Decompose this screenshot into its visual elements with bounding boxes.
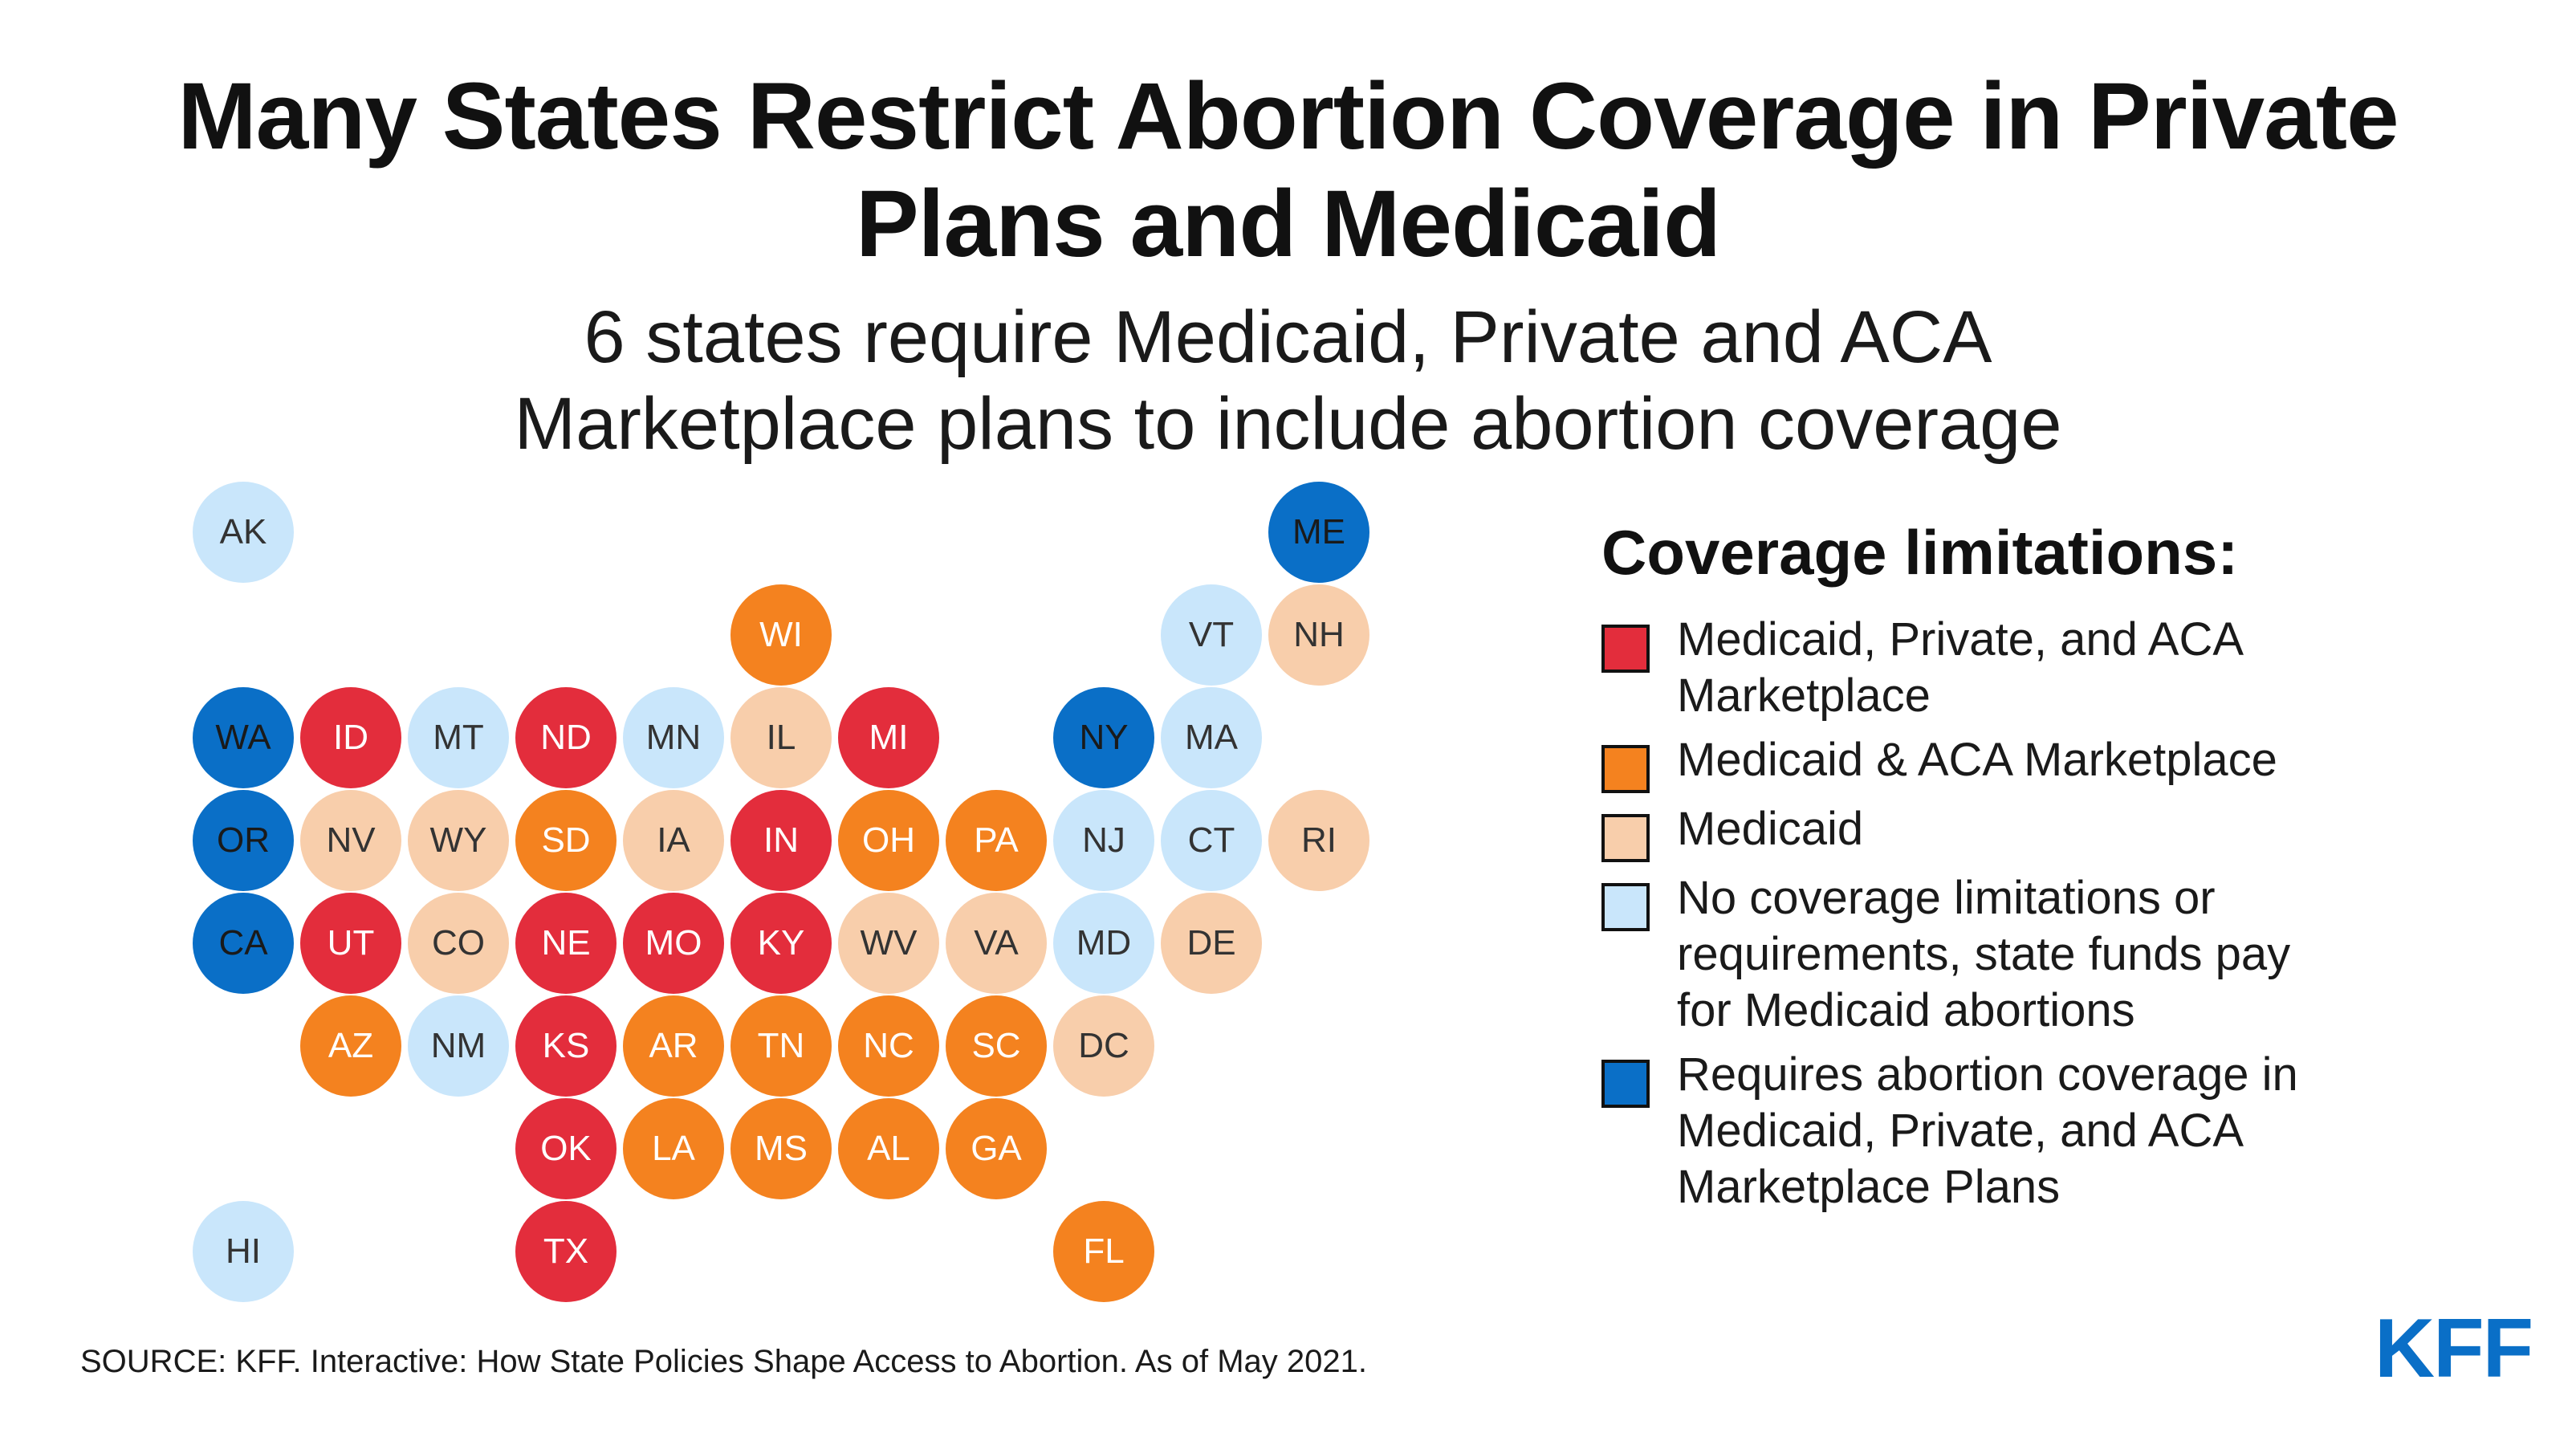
page-title: Many States Restrict Abortion Coverage i…: [0, 63, 2576, 278]
state-tile-ny: NY: [1053, 687, 1154, 788]
state-tile-sc: SC: [946, 995, 1047, 1097]
state-tile-ut: UT: [300, 893, 401, 994]
legend-label-blue: Requires abortion coverage in Medicaid, P…: [1677, 1047, 2298, 1215]
subtitle: 6 states require Medicaid, Private and A…: [0, 294, 2576, 467]
state-tile-la: LA: [623, 1098, 724, 1199]
legend-label-line: requirements, state funds pay: [1677, 928, 2291, 980]
state-tile-ga: GA: [946, 1098, 1047, 1199]
legend-label-line: No coverage limitations or: [1677, 872, 2216, 924]
state-tile-az: AZ: [300, 995, 401, 1097]
legend-label-line: Marketplace Plans: [1677, 1161, 2061, 1213]
state-tile-nc: NC: [838, 995, 939, 1097]
state-tile-md: MD: [1053, 893, 1154, 994]
legend-label-line: Medicaid, Private, and ACA: [1677, 1105, 2244, 1157]
title-line-2: Plans and Medicaid: [855, 171, 1721, 277]
state-tile-ms: MS: [730, 1098, 832, 1199]
state-tile-nd: ND: [515, 687, 617, 788]
state-tile-ri: RI: [1268, 790, 1369, 891]
legend-item-lightblue: No coverage limitations or requirements, …: [1601, 870, 2484, 1039]
legend-item-blue: Requires abortion coverage in Medicaid, P…: [1601, 1047, 2484, 1215]
legend-label-line: Medicaid, Private, and ACA: [1677, 613, 2244, 666]
legend-swatch-orange: [1601, 745, 1650, 793]
state-tile-ia: IA: [623, 790, 724, 891]
state-tile-ca: CA: [193, 893, 294, 994]
state-tile-ne: NE: [515, 893, 617, 994]
state-tile-ct: CT: [1161, 790, 1262, 891]
state-tile-al: AL: [838, 1098, 939, 1199]
legend-label-line: for Medicaid abortions: [1677, 984, 2135, 1036]
state-tile-nj: NJ: [1053, 790, 1154, 891]
state-tile-ky: KY: [730, 893, 832, 994]
state-tile-mt: MT: [408, 687, 509, 788]
state-tile-or: OR: [193, 790, 294, 891]
state-tile-in: IN: [730, 790, 832, 891]
state-tile-ak: AK: [193, 482, 294, 583]
state-tile-wv: WV: [838, 893, 939, 994]
legend-items: Medicaid, Private, and ACA Marketplace Med…: [1601, 612, 2484, 1215]
legend-swatch-lightblue: [1601, 883, 1650, 931]
legend-label-orange: Medicaid & ACA Marketplace: [1677, 732, 2277, 788]
state-tile-co: CO: [408, 893, 509, 994]
state-tile-ks: KS: [515, 995, 617, 1097]
legend-label-line: Marketplace: [1677, 670, 1931, 722]
legend-item-orange: Medicaid & ACA Marketplace: [1601, 732, 2484, 793]
state-tile-wi: WI: [730, 584, 832, 686]
state-tile-ok: OK: [515, 1098, 617, 1199]
legend-swatch-blue: [1601, 1060, 1650, 1108]
state-tile-hi: HI: [193, 1201, 294, 1302]
legend-item-red: Medicaid, Private, and ACA Marketplace: [1601, 612, 2484, 724]
state-tile-va: VA: [946, 893, 1047, 994]
state-tile-ar: AR: [623, 995, 724, 1097]
state-tile-wy: WY: [408, 790, 509, 891]
state-tile-id: ID: [300, 687, 401, 788]
state-tile-mi: MI: [838, 687, 939, 788]
state-tile-tn: TN: [730, 995, 832, 1097]
state-tile-sd: SD: [515, 790, 617, 891]
legend-title: Coverage limitations:: [1601, 517, 2239, 588]
state-tile-fl: FL: [1053, 1201, 1154, 1302]
legend: Coverage limitations: Medicaid, Private,…: [1601, 514, 2484, 1223]
legend-label-peach: Medicaid: [1677, 801, 1863, 857]
legend-label-red: Medicaid, Private, and ACA Marketplace: [1677, 612, 2244, 724]
state-tile-nv: NV: [300, 790, 401, 891]
legend-item-peach: Medicaid: [1601, 801, 2484, 862]
state-tile-tx: TX: [515, 1201, 617, 1302]
state-tile-il: IL: [730, 687, 832, 788]
state-tile-mo: MO: [623, 893, 724, 994]
legend-swatch-red: [1601, 625, 1650, 673]
legend-label-lightblue: No coverage limitations or requirements, …: [1677, 870, 2290, 1039]
title-line-1: Many States Restrict Abortion Coverage i…: [177, 63, 2399, 169]
subtitle-line-2: Marketplace plans to include abortion co…: [514, 383, 2062, 465]
state-tile-pa: PA: [946, 790, 1047, 891]
state-tile-wa: WA: [193, 687, 294, 788]
state-tile-map: AK ME WI VT NH WA ID MT ND MN IL MI NY MA OR NV WY SD IA IN…: [193, 482, 1413, 1302]
legend-swatch-peach: [1601, 814, 1650, 862]
state-tile-me: ME: [1268, 482, 1369, 583]
legend-label-line: Medicaid: [1677, 803, 1864, 855]
state-tile-nm: NM: [408, 995, 509, 1097]
state-tile-de: DE: [1161, 893, 1262, 994]
state-tile-ma: MA: [1161, 687, 1262, 788]
state-tile-dc: DC: [1053, 995, 1154, 1097]
source-note: SOURCE: KFF. Interactive: How State Poli…: [80, 1344, 1367, 1379]
legend-label-line: Requires abortion coverage in: [1677, 1048, 2298, 1101]
kff-logo: KFF: [2375, 1302, 2533, 1395]
state-tile-mn: MN: [623, 687, 724, 788]
state-tile-vt: VT: [1161, 584, 1262, 686]
state-tile-oh: OH: [838, 790, 939, 891]
state-tile-nh: NH: [1268, 584, 1369, 686]
legend-label-line: Medicaid & ACA Marketplace: [1677, 734, 2277, 786]
subtitle-line-1: 6 states require Medicaid, Private and A…: [584, 296, 1992, 378]
